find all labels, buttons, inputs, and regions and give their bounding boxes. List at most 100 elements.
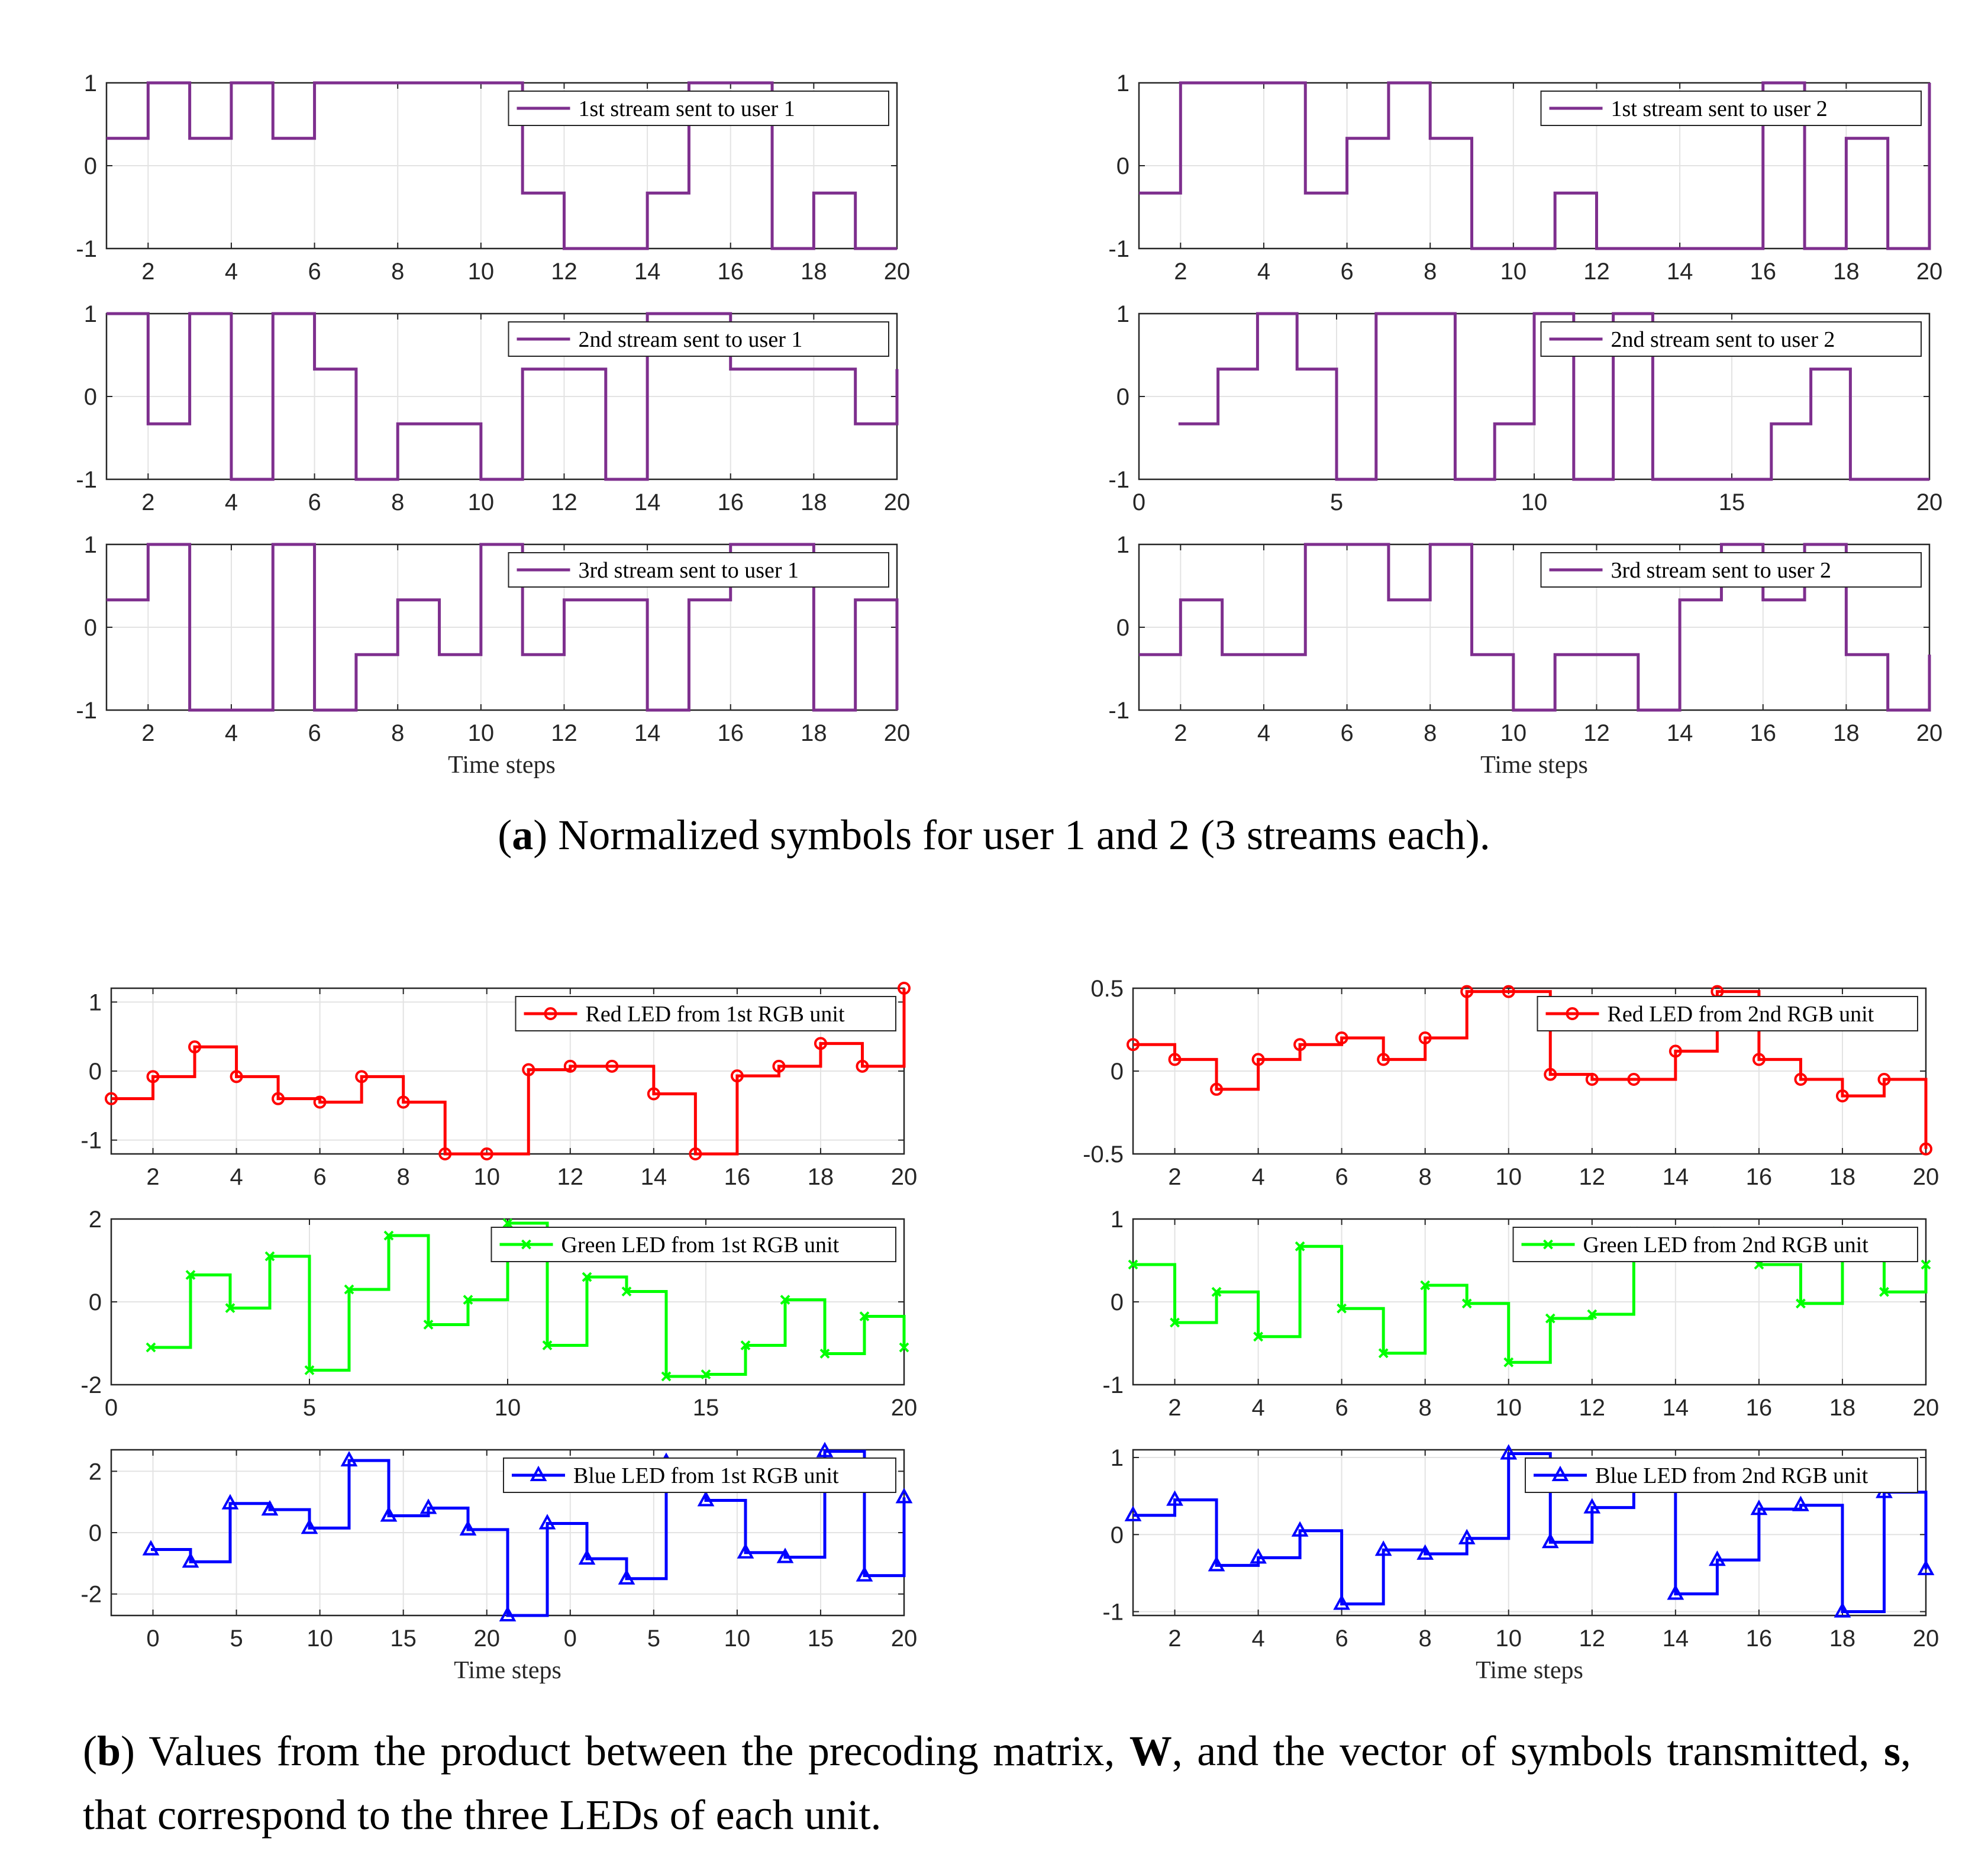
legend-label: 3rd stream sent to user 1 [579, 558, 799, 583]
x-tick-label: 5 [1330, 489, 1343, 515]
legend-marker [1551, 1465, 1569, 1481]
x-tick-label: 6 [308, 720, 321, 746]
chart-a-u2-s3: 2 4 6 8 10 12 14 16 18 20 -1 0 1 3rd stream sent to u… [1108, 532, 1942, 779]
x-tick-label: 6 [314, 1164, 327, 1190]
y-tick-label: 2 [89, 1207, 102, 1233]
x-tick-label: 2 [141, 489, 154, 515]
x-tick-label: 16 [717, 720, 744, 746]
y-tick-label: 0 [89, 1059, 102, 1085]
y-tick-label: 0 [89, 1520, 102, 1546]
x-tick-label: 5 [303, 1395, 316, 1421]
chart-b-u2-green: 2 4 6 8 10 12 14 16 18 20 -1 0 1 Green LED from 2nd R… [1102, 1207, 1939, 1421]
data-point [542, 1340, 553, 1350]
y-tick-label: -1 [1102, 1599, 1124, 1625]
x-tick-label: 14 [1667, 259, 1693, 285]
x-tick-label: 18 [808, 1164, 834, 1190]
x-tick-label: 6 [1340, 720, 1353, 746]
x-tick-label: 4 [225, 489, 238, 515]
x-tick-label: 20 [884, 489, 911, 515]
data-point [856, 1059, 869, 1073]
chart-b-u1-blue: 0 5 10 15 20 0 5 10 15 20 -2 0 2 Blue LED from 1st RG… [80, 1442, 918, 1684]
x-tick-label: 20 [1916, 489, 1943, 515]
data-point [499, 1605, 517, 1621]
series-line [151, 1450, 906, 1617]
legend-label: 1st stream sent to user 2 [1611, 96, 1828, 121]
data-point [1708, 1550, 1726, 1566]
x-tick-label: 18 [1833, 720, 1860, 746]
x-tick-label: 18 [1829, 1395, 1856, 1421]
data-point [1253, 1331, 1263, 1342]
x-tick-label: 2 [1168, 1395, 1181, 1421]
data-point [1587, 1309, 1598, 1320]
data-point [230, 1070, 243, 1083]
y-tick-label: -1 [76, 467, 97, 493]
data-point [538, 1514, 556, 1530]
legend: Red LED from 2nd RGB unit [1537, 996, 1918, 1031]
x-tick-label: 0 [1132, 489, 1145, 515]
x-tick-label: 8 [391, 259, 404, 285]
legend: Blue LED from 1st RGB unit [503, 1457, 896, 1493]
x-tick-label: 2 [141, 259, 154, 285]
data-point [1128, 1259, 1138, 1270]
data-point [1668, 1044, 1682, 1058]
x-axis-label: Time steps [1476, 1657, 1583, 1684]
x-tick-label: 12 [551, 489, 577, 515]
x-tick-label: 12 [1579, 1626, 1606, 1652]
y-tick-label: 0 [84, 153, 97, 179]
data-point [1541, 1533, 1559, 1549]
data-point [480, 1147, 493, 1160]
series-line [106, 81, 897, 250]
legend: 3rd stream sent to user 2 [1540, 552, 1922, 588]
data-point [423, 1320, 434, 1330]
x-tick-label: 8 [1419, 1164, 1432, 1190]
data-point [689, 1147, 702, 1160]
data-point [304, 1365, 315, 1375]
legend-box [508, 552, 889, 588]
data-point [142, 1540, 160, 1556]
data-point [1291, 1521, 1309, 1537]
x-tick-label: 6 [1335, 1164, 1348, 1190]
data-point [1460, 985, 1474, 998]
legend-marker [530, 1465, 547, 1481]
legend: 1st stream sent to user 1 [508, 91, 889, 126]
data-point [272, 1092, 285, 1105]
data-point [340, 1450, 358, 1467]
y-tick-label: 1 [84, 70, 97, 96]
data-point [1461, 1298, 1472, 1309]
series-line [1139, 543, 1931, 712]
x-tick-label: 16 [1750, 720, 1776, 746]
data-point [898, 982, 911, 995]
x-tick-label: 10 [1495, 1164, 1522, 1190]
x-tick-label: 14 [1663, 1395, 1689, 1421]
data-point [1877, 1073, 1891, 1086]
x-tick-label: 14 [634, 259, 661, 285]
legend-marker [1566, 1007, 1579, 1020]
series-line [1133, 1452, 1928, 1613]
legend: Green LED from 1st RGB unit [490, 1227, 896, 1262]
data-point [1792, 1495, 1809, 1511]
x-tick-label: 20 [891, 1626, 918, 1652]
x-tick-label: 4 [225, 259, 238, 285]
y-tick-label: 1 [84, 532, 97, 558]
data-point [780, 1295, 790, 1305]
x-tick-label: 10 [468, 489, 495, 515]
data-point [1170, 1317, 1180, 1328]
x-tick-label: 15 [1719, 489, 1745, 515]
x-tick-label: 8 [391, 720, 404, 746]
data-point [1627, 1073, 1641, 1086]
data-point [1211, 1286, 1222, 1297]
data-point [1879, 1286, 1889, 1297]
x-tick-label: 20 [1913, 1626, 1939, 1652]
series-line [151, 1221, 906, 1378]
x-tick-label: 10 [1521, 489, 1548, 515]
data-point [578, 1549, 596, 1565]
data-point [1337, 1303, 1347, 1314]
x-tick-label: 5 [647, 1626, 660, 1652]
chart-a-u2-s1: 2 4 6 8 10 12 14 16 18 20 -1 0 1 1st stream sent to u… [1108, 70, 1942, 285]
x-tick-label: 10 [1500, 720, 1527, 746]
data-point [188, 1040, 202, 1054]
data-point [146, 1070, 160, 1083]
x-axis-label: Time steps [454, 1657, 561, 1684]
x-tick-label: 6 [308, 489, 321, 515]
x-tick-label: 8 [1424, 720, 1437, 746]
